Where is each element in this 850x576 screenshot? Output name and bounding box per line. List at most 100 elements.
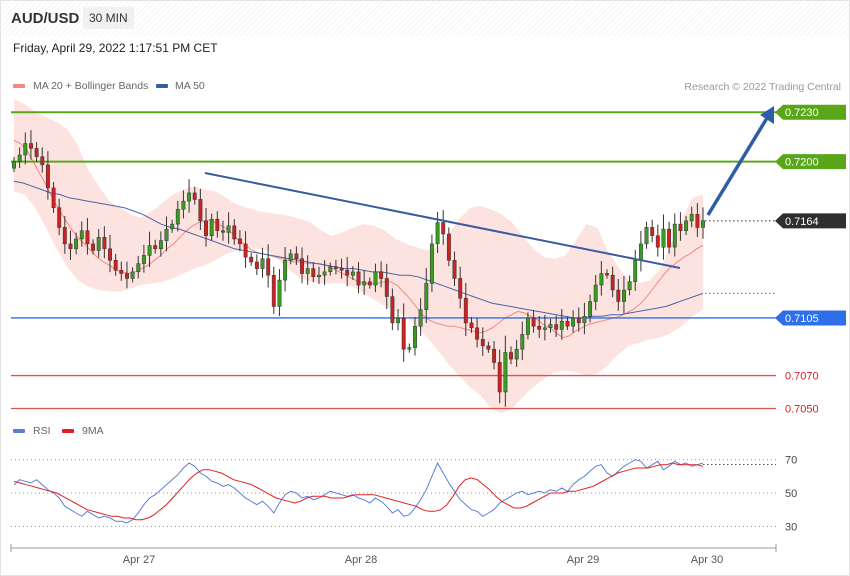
timeframe-badge[interactable]: 30 MIN (83, 7, 134, 29)
candle-body (593, 284, 598, 302)
candle (23, 132, 28, 165)
candle (554, 315, 559, 337)
candle-body (339, 268, 344, 271)
candle (610, 266, 615, 298)
candle-body (435, 222, 440, 245)
candle-body (554, 324, 559, 330)
pair-title: AUD/USD (11, 10, 80, 27)
candle-body (367, 281, 372, 286)
header-background (0, 0, 850, 36)
level-label-0-7200: 0.7200 (785, 157, 819, 169)
candle (215, 211, 220, 238)
candle (40, 147, 45, 173)
forecast-arrowhead (760, 106, 774, 124)
candle (221, 220, 225, 241)
candle (34, 142, 39, 162)
candle (418, 298, 423, 337)
candle-body (40, 156, 45, 166)
candle-body (243, 243, 248, 258)
candle-body (446, 233, 451, 261)
candle (531, 310, 536, 333)
candle-body (254, 261, 259, 269)
trendline (204, 172, 681, 269)
level-tag-0-7105 (775, 310, 846, 326)
candle (237, 230, 242, 252)
candle (565, 316, 570, 330)
candle (537, 315, 542, 339)
candle-body (141, 255, 146, 264)
candle-body (559, 320, 564, 330)
candle-body (170, 223, 175, 230)
candle-body (396, 317, 401, 324)
candle-body (328, 266, 333, 273)
candle (141, 244, 146, 273)
candle-body (266, 258, 271, 276)
candle (407, 343, 412, 353)
candle-body (610, 274, 615, 291)
candle (198, 188, 203, 230)
candle-body (113, 260, 118, 271)
candle-body (221, 230, 225, 233)
candle-body (469, 322, 474, 329)
candle-body (475, 327, 480, 340)
candle (701, 207, 705, 239)
candle-body (237, 238, 242, 245)
candle (503, 335, 508, 407)
candle-body (362, 281, 367, 286)
candle (367, 277, 372, 289)
candle-body (458, 278, 463, 299)
candle (74, 232, 79, 255)
candle (158, 231, 163, 257)
candle-body (514, 348, 519, 360)
candle (91, 239, 96, 255)
candle-body (588, 301, 593, 317)
candle-body (158, 240, 163, 250)
candle (486, 341, 491, 353)
bollinger-band (14, 99, 703, 414)
candle (588, 294, 593, 323)
candle (492, 340, 497, 370)
candle (192, 186, 197, 205)
candle (300, 247, 304, 284)
candle (548, 318, 553, 333)
candle-body (616, 289, 621, 302)
candle-body (204, 220, 208, 236)
candle-body (384, 278, 389, 297)
candle-body (678, 223, 683, 231)
candle-body (627, 281, 632, 291)
candle (441, 209, 446, 245)
candle-body (350, 271, 355, 276)
candle (277, 269, 282, 317)
legend-9ma-swatch (62, 429, 74, 433)
candle (288, 249, 293, 265)
level-label-0-7050: 0.7050 (785, 403, 819, 415)
candle (593, 274, 598, 311)
candle-body (294, 253, 299, 259)
candle-body (571, 317, 576, 327)
candle (51, 181, 56, 213)
candle (317, 266, 321, 284)
candle-body (605, 273, 609, 276)
candle (463, 282, 468, 337)
candle-body (125, 273, 129, 279)
candle (333, 259, 338, 275)
candle (170, 219, 175, 233)
candle (373, 263, 378, 293)
candle-body (689, 214, 694, 222)
candle-body (34, 148, 39, 157)
candle-body (661, 228, 666, 248)
candle-body (695, 214, 700, 228)
candle-body (672, 223, 677, 248)
candle-body (622, 289, 626, 302)
candle-body (23, 143, 28, 156)
candle (633, 249, 638, 291)
candle (153, 239, 158, 254)
candle-body (633, 260, 638, 282)
candle-body (429, 243, 434, 284)
candle-body (283, 260, 288, 281)
candle (458, 266, 463, 309)
candle-body (407, 347, 412, 350)
candle (249, 252, 254, 266)
candle (667, 221, 672, 254)
candle (136, 255, 141, 279)
